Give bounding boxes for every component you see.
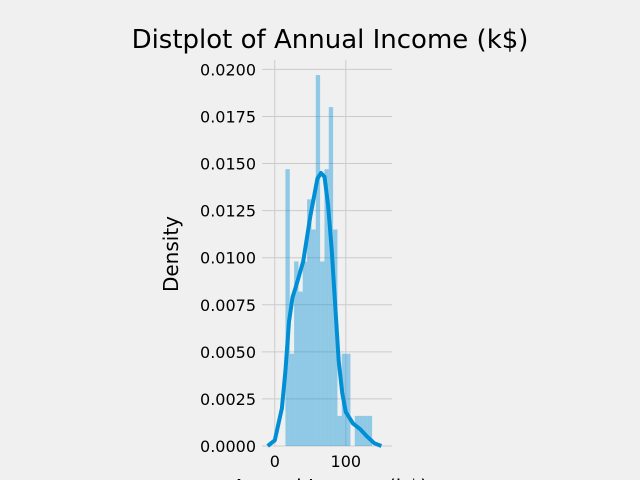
x-tick-label: 100 [331, 452, 362, 471]
histogram-bar [354, 415, 360, 446]
histogram-bar [285, 169, 290, 446]
histogram-bar [320, 261, 325, 446]
y-tick-label: 0.0200 [200, 60, 256, 79]
chart-title: Distplot of Annual Income (k$) [132, 25, 529, 55]
histogram-bar [311, 229, 316, 446]
histogram-bar [324, 169, 329, 446]
histogram-bar [302, 261, 308, 446]
histogram-bar [337, 415, 342, 446]
kde-line [266, 170, 383, 448]
y-axis-label: Density [159, 216, 183, 292]
histogram-bar [367, 415, 373, 446]
histogram-bar [307, 199, 312, 446]
y-tick-label: 0.0075 [200, 296, 256, 315]
y-tick-label: 0.0025 [200, 390, 256, 409]
y-tick-label: 0.0100 [200, 249, 256, 268]
histogram-bar [328, 107, 334, 446]
y-tick-label: 0.0050 [200, 343, 256, 362]
histogram-bar [346, 353, 351, 446]
x-axis-label: Annual Income (k$) [232, 475, 428, 480]
y-tick-label: 0.0175 [200, 107, 256, 126]
histogram-bar [363, 415, 368, 446]
histogram-bar [315, 75, 321, 446]
histogram-bar [289, 353, 295, 446]
y-tick-label: 0.0150 [200, 155, 256, 174]
histogram-bar [294, 261, 299, 446]
y-tick-label: 0.0125 [200, 202, 256, 221]
x-tick-label: 0 [270, 452, 280, 471]
histogram-bar [298, 291, 303, 446]
y-tick-label: 0.0000 [200, 437, 256, 456]
